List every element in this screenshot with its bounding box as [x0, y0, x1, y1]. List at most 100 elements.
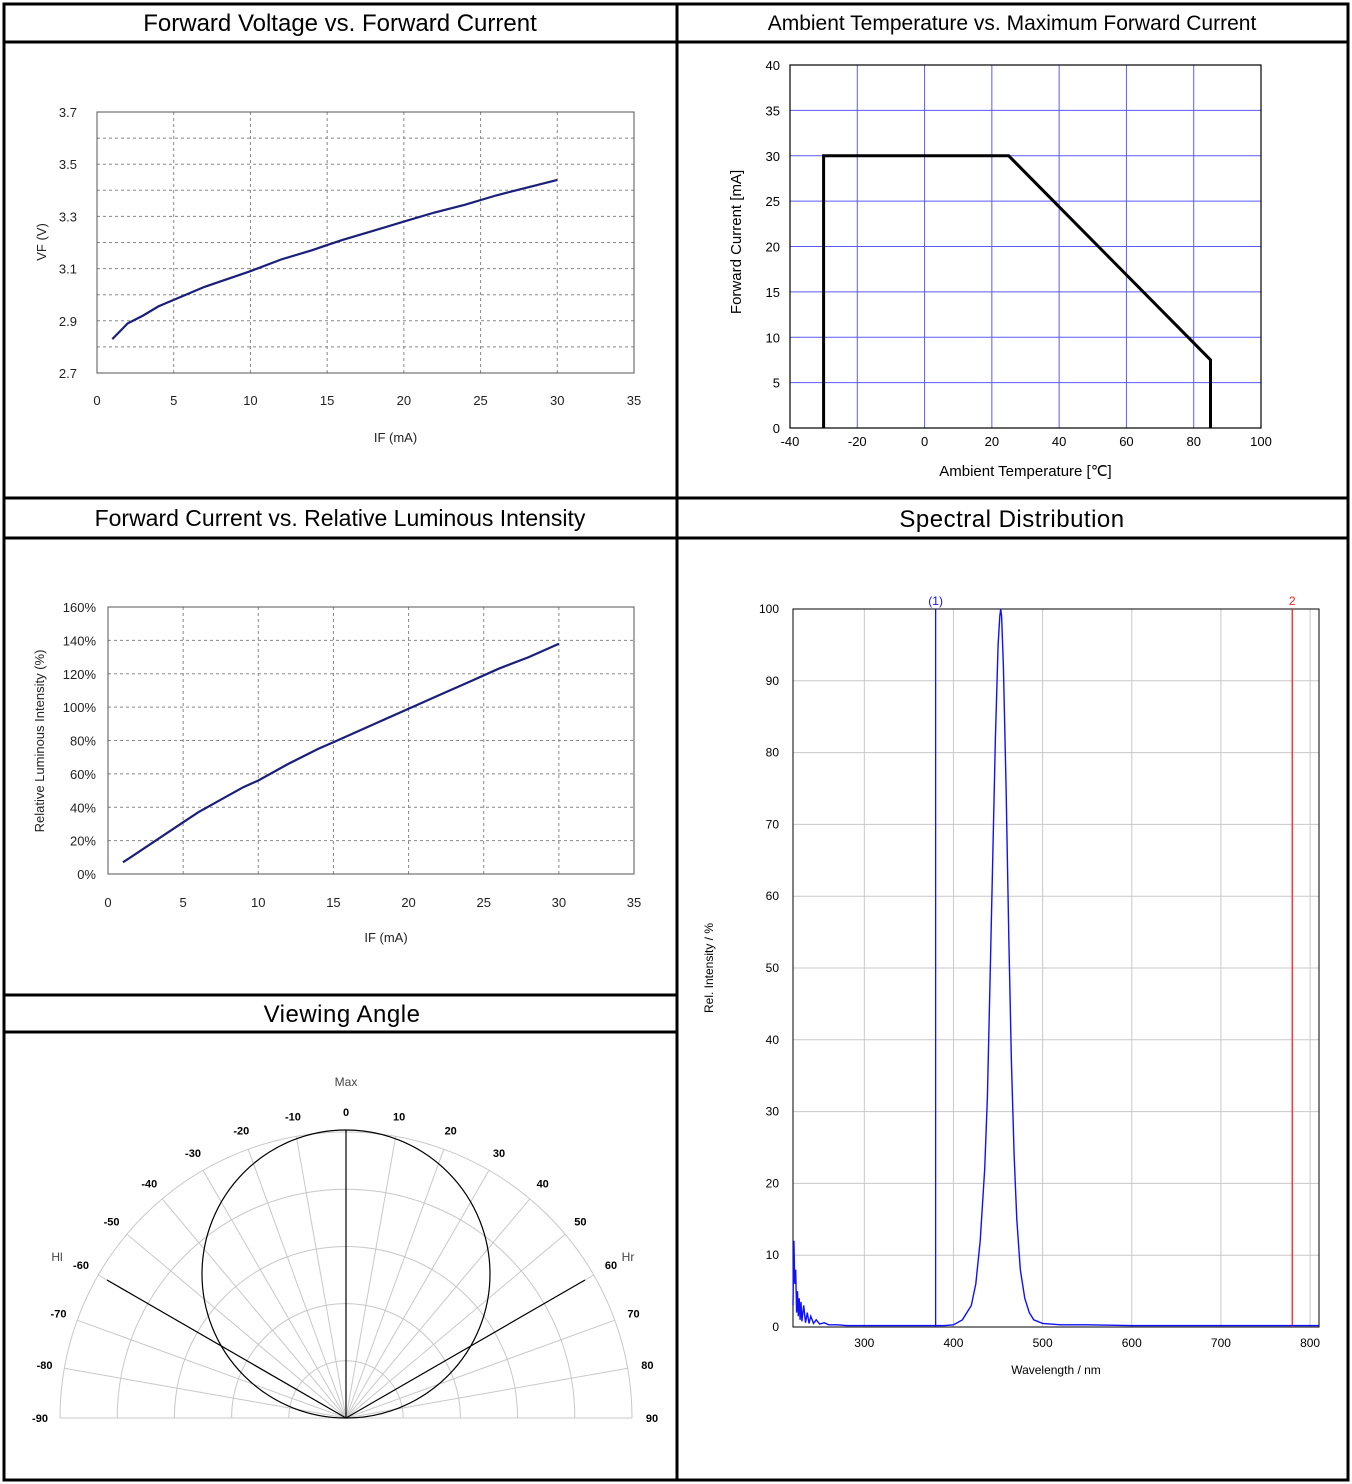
x-tick-label: 60 [1119, 434, 1133, 449]
x-tick-label: 0 [104, 895, 111, 910]
polar-spoke [345, 1136, 397, 1419]
y-tick-label: 120% [63, 667, 97, 682]
y-tick-label: 2.9 [59, 314, 77, 329]
y-tick-label: 20% [70, 834, 96, 849]
x-tick-label: 100 [1250, 434, 1272, 449]
spectrum-chart: 300 400 500 600 700 800 0 10 20 30 40 50 60 70 80 90 100… [702, 594, 1320, 1377]
y-tick-label: 3.1 [59, 262, 77, 277]
y-axis-label: VF (V) [34, 223, 49, 261]
y-tick-label: 70 [766, 817, 780, 831]
plot-frame [107, 606, 635, 875]
x-tick-label: 25 [473, 393, 487, 408]
y-tick-label: 40 [766, 58, 780, 73]
luminous-curve [122, 642, 560, 864]
x-axis-label: IF (mA) [374, 430, 417, 445]
angle-label: -90 [32, 1413, 48, 1425]
ta-if-chart: -40 -20 0 20 40 60 80 100 0 5 10 15 20 25 30 35 40 Ambien… [728, 58, 1272, 480]
viewing-header: Viewing Angle [264, 1001, 421, 1028]
hr-label: Hr [622, 1250, 635, 1264]
y-axis-label: Relative Luminous Intensity (%) [32, 650, 47, 833]
y-tick-label: 3.5 [59, 157, 77, 172]
y-tick-label: 0% [77, 867, 96, 882]
angle-label: 80 [641, 1360, 653, 1372]
polar-spoke [345, 1319, 615, 1419]
angle-label: -30 [185, 1148, 201, 1160]
x-tick-label: 500 [1033, 1336, 1053, 1350]
ta-if-header: Ambient Temperature vs. Maximum Forward … [768, 12, 1257, 35]
y-axis-label: Rel. Intensity / % [702, 923, 716, 1013]
spectrum-curve [792, 608, 1319, 1327]
angle-label: 60 [605, 1260, 617, 1272]
angle-label: 20 [445, 1126, 457, 1138]
polar-spoke [126, 1233, 347, 1419]
x-tick-label: 0 [93, 393, 100, 408]
x-tick-label: 800 [1300, 1336, 1320, 1350]
polar-spoke [345, 1233, 566, 1419]
y-tick-label: 10 [766, 1248, 780, 1262]
angle-label: -70 [51, 1308, 67, 1320]
angle-label: -40 [141, 1179, 157, 1191]
y-tick-label: 30 [766, 149, 780, 164]
marker-label: 2 [1289, 594, 1296, 608]
angle-label: 10 [393, 1112, 405, 1124]
y-tick-label: 25 [766, 194, 780, 209]
x-tick-label: -20 [848, 434, 867, 449]
y-tick-label: 3.7 [59, 105, 77, 120]
x-tick-label: 0 [921, 434, 928, 449]
polar-spoke [295, 1136, 347, 1419]
x-tick-label: 5 [170, 393, 177, 408]
polar-spoke [77, 1319, 347, 1419]
hl-label: Hl [51, 1250, 62, 1264]
x-tick-label: 15 [326, 895, 340, 910]
y-tick-label: 100% [63, 700, 97, 715]
vf-curve [111, 178, 558, 340]
x-axis-label: IF (mA) [364, 930, 407, 945]
y-tick-label: 10 [766, 330, 780, 345]
polar-spoke [345, 1149, 445, 1419]
y-axis-label: Forward Current [mA] [728, 170, 745, 314]
plot-frame [96, 111, 635, 374]
x-tick-label: 35 [627, 895, 641, 910]
y-tick-label: 30 [766, 1105, 780, 1119]
x-tick-label: 25 [476, 895, 490, 910]
x-tick-label: 600 [1122, 1336, 1142, 1350]
viewing-angle-chart: -90 -80 -70 -60 -50 -40 -30 -20 -10 0 10 20 30 40 50 60… [32, 1075, 658, 1425]
radiation-pattern [201, 1129, 491, 1419]
y-tick-label: 60% [70, 767, 96, 782]
vf-if-header: Forward Voltage vs. Forward Current [143, 10, 537, 37]
plot-frame [789, 64, 1262, 429]
x-tick-label: 20 [985, 434, 999, 449]
x-axis-label: Wavelength / nm [1011, 1363, 1101, 1377]
y-tick-label: 15 [766, 285, 780, 300]
y-tick-label: 20 [766, 240, 780, 255]
x-tick-label: 300 [854, 1336, 874, 1350]
marker-label: (1) [928, 594, 943, 608]
derating-curve [822, 154, 1212, 428]
polar-spoke [345, 1198, 531, 1419]
angle-label: 90 [646, 1413, 658, 1425]
x-tick-label: 400 [943, 1336, 963, 1350]
x-tick-label: 80 [1186, 434, 1200, 449]
y-tick-label: 80% [70, 734, 96, 749]
angle-label: -10 [285, 1112, 301, 1124]
max-label: Max [335, 1075, 358, 1089]
y-tick-label: 2.7 [59, 366, 77, 381]
if-lum-chart: 0 5 10 15 20 25 30 35 0% 20% 40% 60% 80% 100% 120% 140%… [32, 600, 641, 945]
x-tick-label: 30 [550, 393, 564, 408]
y-tick-label: 0 [772, 1320, 779, 1334]
if-lum-header: Forward Current vs. Relative Luminous In… [95, 505, 586, 531]
x-tick-label: 10 [243, 393, 257, 408]
angle-label: 50 [574, 1216, 586, 1228]
y-tick-label: 80 [766, 746, 780, 760]
y-tick-label: 160% [63, 600, 97, 615]
half-angle-line [106, 1279, 347, 1419]
x-tick-label: -40 [781, 434, 800, 449]
polar-spoke [161, 1198, 347, 1419]
y-tick-label: 40 [766, 1033, 780, 1047]
y-tick-label: 90 [766, 674, 780, 688]
spectrum-header: Spectral Distribution [899, 506, 1124, 533]
x-tick-label: 15 [320, 393, 334, 408]
angle-label: -60 [73, 1260, 89, 1272]
